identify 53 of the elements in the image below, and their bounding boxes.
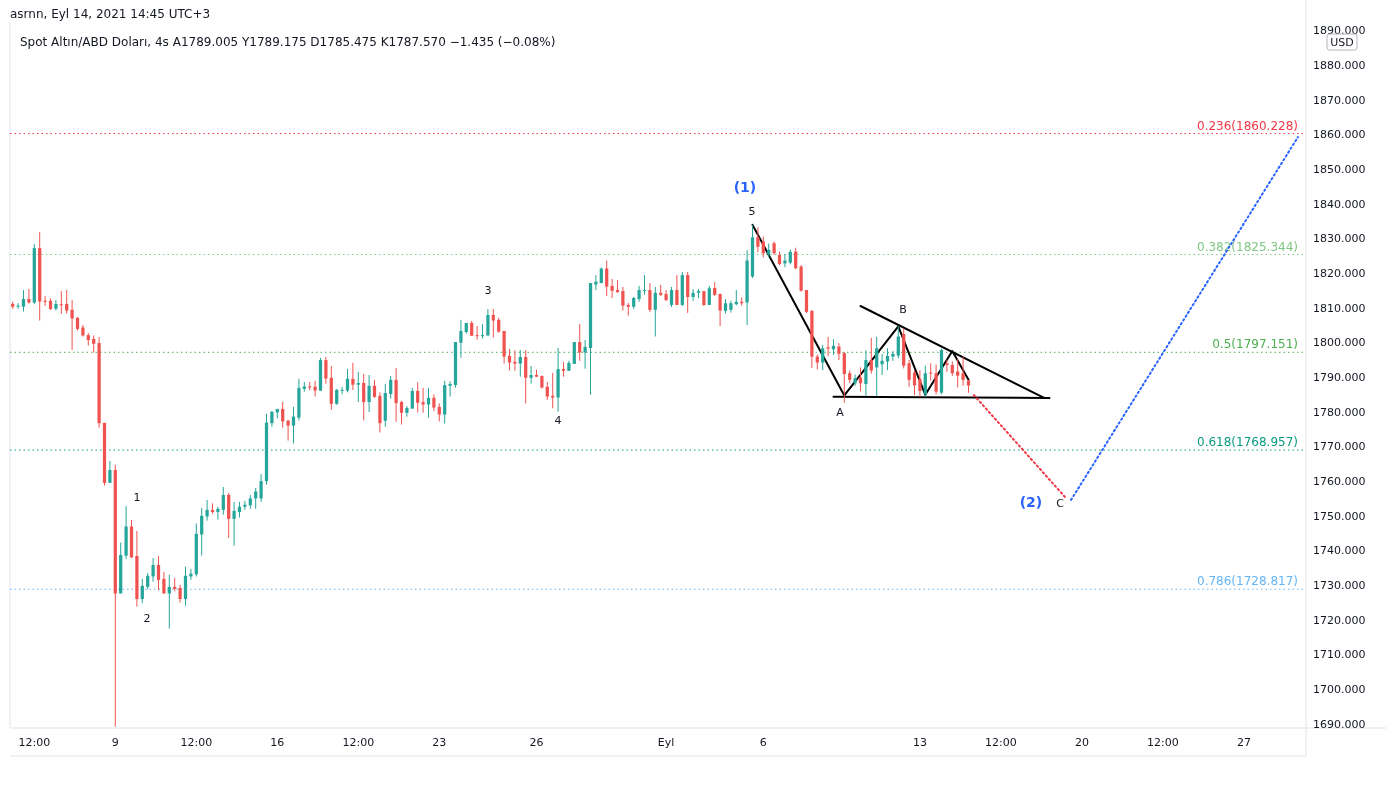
chart-title: asrnn, Eyl 14, 2021 14:45 UTC+3 [10, 7, 211, 21]
x-tick-label: Eyl [657, 736, 675, 749]
y-tick-label: 1870.000 [1313, 93, 1366, 107]
y-tick-label: 1830.000 [1313, 232, 1366, 246]
text: Spot Altın/ABD Doları, 4s A1789.005 Y1789.175 D1785.475 K1787.570 −1.435 (−0.08%) [20, 35, 556, 49]
ref-line-label: 0.5(1797.151) [1212, 337, 1298, 352]
ref-line-label: 0.236(1860.228) [1197, 118, 1298, 133]
y-tick-label: 1770.000 [1313, 440, 1366, 454]
ref-line-label: 0.786(1728.817) [1197, 574, 1298, 589]
x-tick-label: 27 [1236, 736, 1251, 749]
y-tick-label: 1860.000 [1313, 128, 1366, 142]
annotation: 2 [143, 612, 151, 625]
ref-line-label: 0.382(1825.344) [1197, 239, 1298, 254]
y-tick-label: 1810.000 [1313, 301, 1366, 315]
y-tick-label: 1890.000 [1313, 24, 1366, 38]
y-tick-label: 1780.000 [1313, 405, 1366, 419]
y-tick-label: 1720.000 [1313, 613, 1366, 627]
x-tick-label: 12:00 [1147, 736, 1179, 749]
x-tick-label: 12:00 [985, 736, 1017, 749]
y-tick-label: 1790.000 [1313, 371, 1366, 385]
annotation: 5 [748, 205, 756, 218]
text: USD [1330, 36, 1354, 49]
y-tick-label: 1710.000 [1313, 648, 1366, 662]
annotation: A [836, 406, 845, 419]
y-tick-label: 1820.000 [1313, 267, 1366, 281]
y-tick-label: 1760.000 [1313, 475, 1366, 489]
y-tick-label: 1700.000 [1313, 683, 1366, 697]
y-tick-label: 1800.000 [1313, 336, 1366, 350]
x-tick-label: 13 [912, 736, 927, 749]
x-tick-label: 9 [111, 736, 119, 749]
annotation: 3 [484, 284, 492, 297]
annotation: 1 [133, 491, 141, 504]
x-tick-label: 6 [759, 736, 767, 749]
annotation: C [1056, 497, 1065, 510]
y-tick-label: 1750.000 [1313, 509, 1366, 523]
x-tick-label: 16 [270, 736, 285, 749]
x-tick-label: 12:00 [180, 736, 213, 749]
y-tick-label: 1880.000 [1313, 59, 1366, 72]
annotation: 4 [554, 414, 562, 427]
x-tick-label: 23 [432, 736, 447, 749]
y-tick-label: 1850.000 [1313, 163, 1366, 177]
annotation: (1) [733, 179, 757, 195]
annotation: B [899, 303, 907, 316]
x-tick-label: 12:00 [18, 736, 51, 749]
y-tick-label: 1730.000 [1313, 579, 1366, 593]
x-tick-label: 26 [529, 736, 544, 749]
x-tick-label: 20 [1074, 736, 1089, 749]
y-tick-label: 1840.000 [1313, 197, 1366, 211]
y-tick-label: 1690.000 [1313, 717, 1366, 731]
annotation: (2) [1019, 494, 1043, 510]
ref-line-label: 0.618(1768.957) [1197, 435, 1298, 450]
y-tick-label: 1740.000 [1313, 544, 1366, 558]
x-tick-label: 12:00 [342, 736, 375, 749]
